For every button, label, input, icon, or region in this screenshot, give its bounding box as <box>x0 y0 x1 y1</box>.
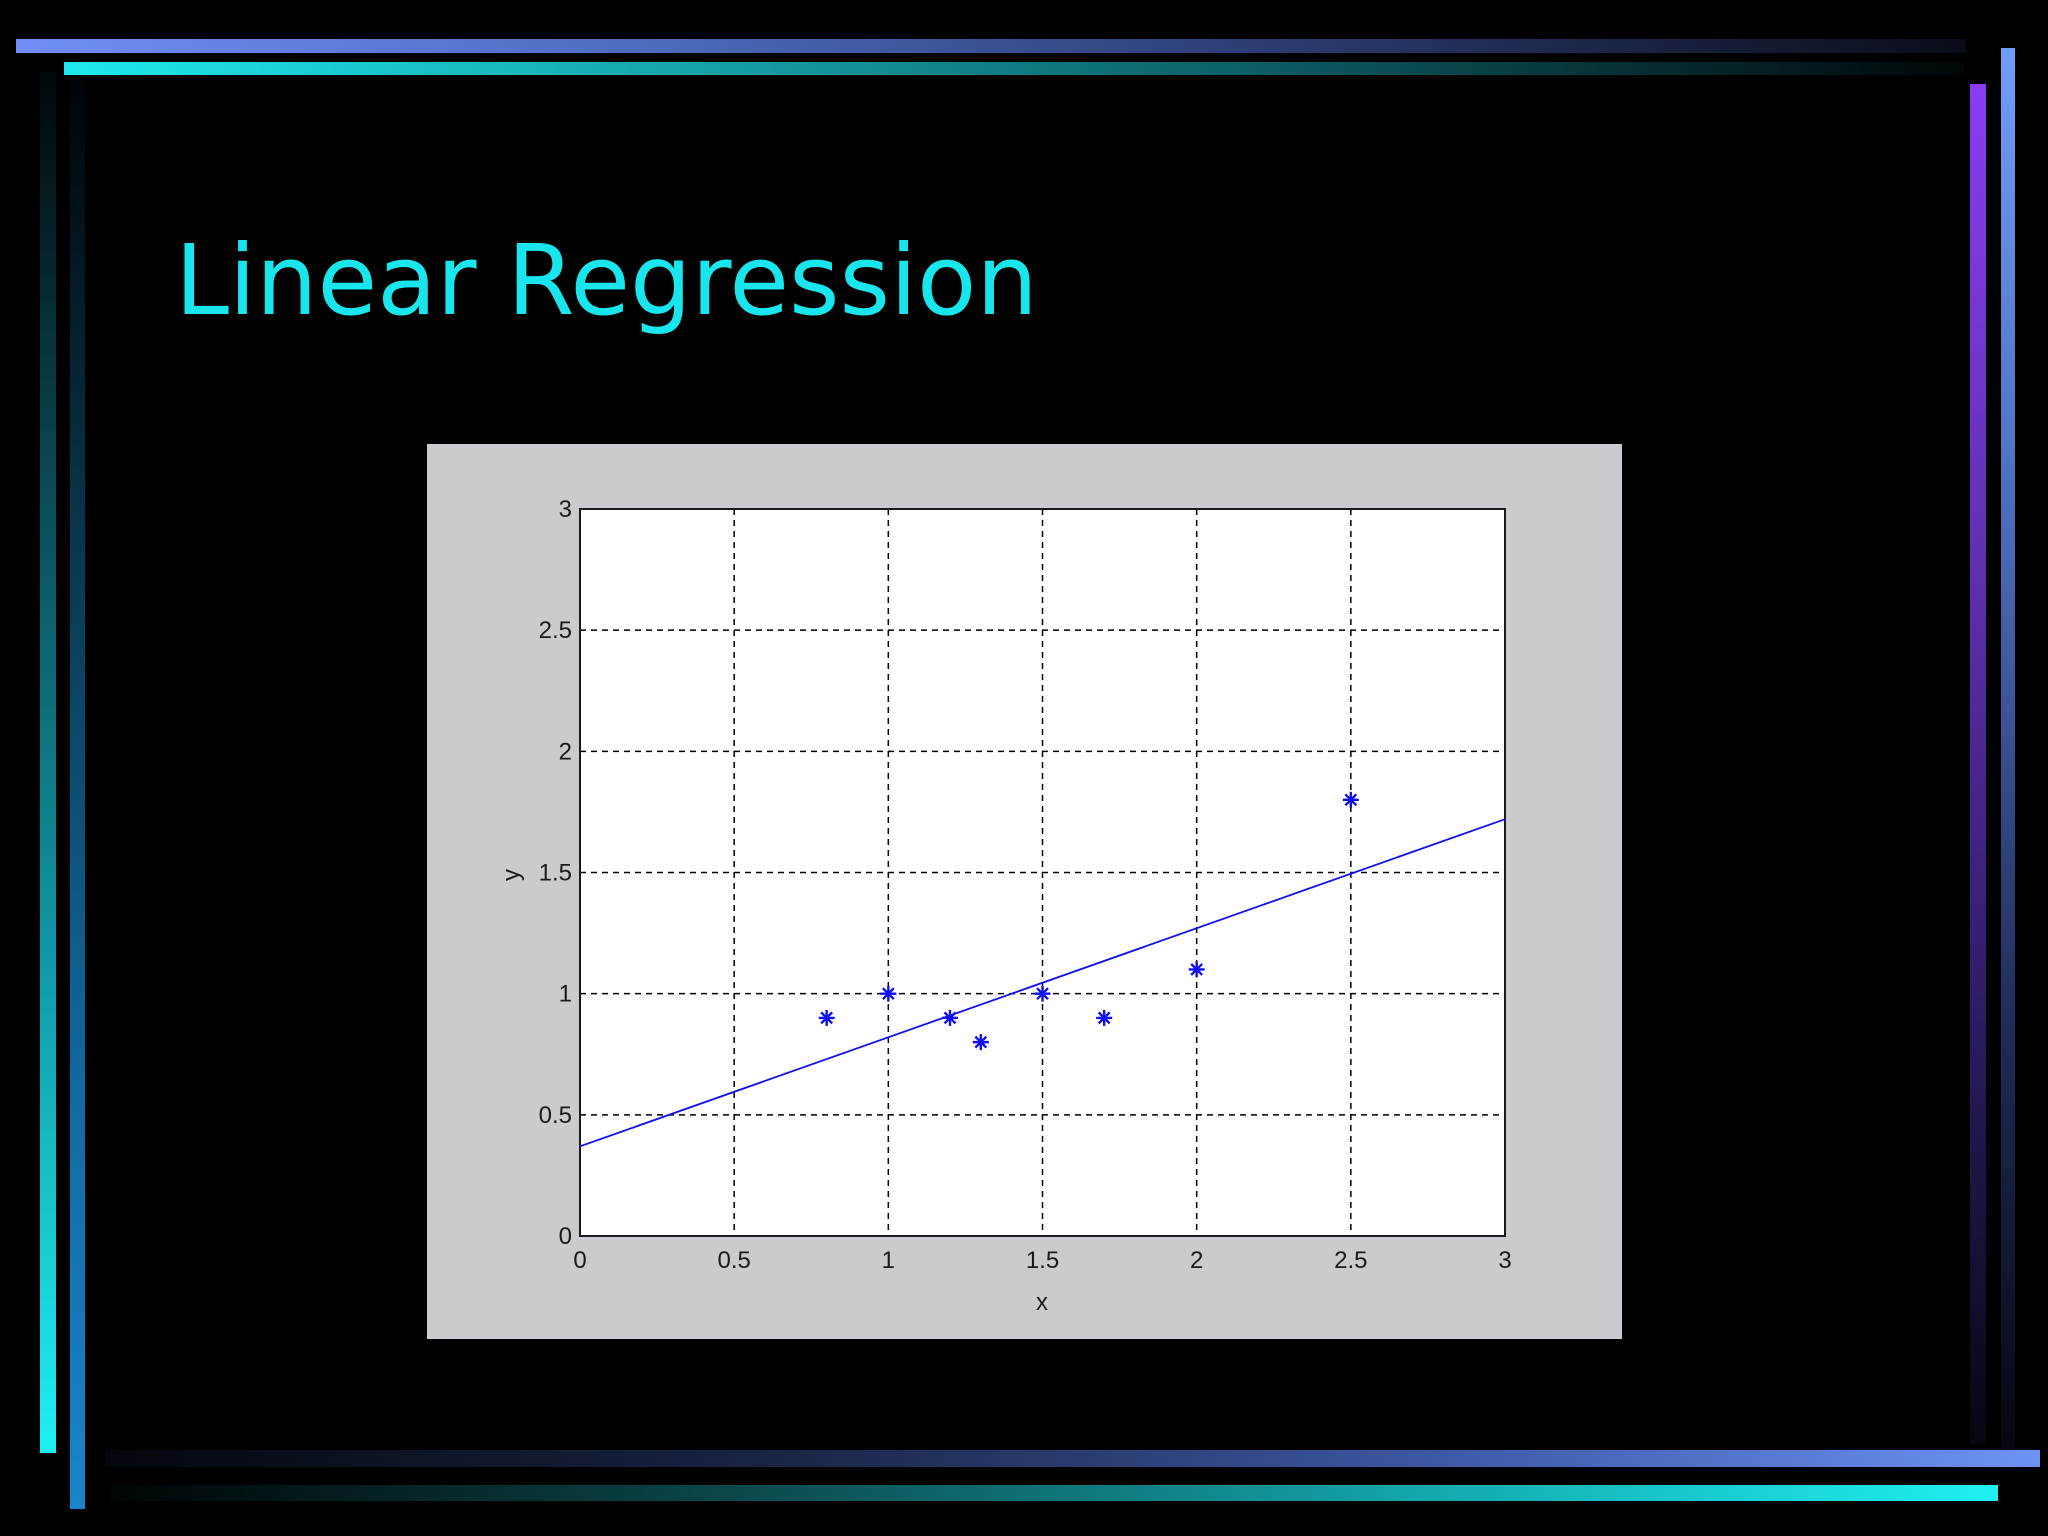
y-tick-label: 1 <box>559 981 572 1008</box>
x-tick-label: 1.5 <box>1026 1247 1059 1274</box>
y-tick-label: 2 <box>559 738 572 765</box>
data-point <box>1034 985 1051 1002</box>
y-tick-label: 1.5 <box>539 860 572 887</box>
x-tick-label: 0 <box>573 1247 586 1274</box>
decorative-bar-right-blue <box>2001 48 2015 1448</box>
x-tick-label: 3 <box>1498 1247 1511 1274</box>
decorative-bar-top-blue <box>16 39 1966 53</box>
data-point <box>1096 1009 1113 1026</box>
decorative-bar-left-cyan <box>40 72 56 1453</box>
scatter-plot: 0 0.5 1 1.5 2 2.5 3 0 0.5 1 1.5 2 2.5 3 x y <box>498 496 1512 1316</box>
plot-frame <box>579 508 1506 1237</box>
data-point <box>942 1009 958 1026</box>
data-point <box>818 1009 835 1026</box>
x-tick-label: 2.5 <box>1334 1247 1367 1274</box>
y-tick-label: 2.5 <box>539 617 572 644</box>
slide-title: Linear Regression <box>175 224 1038 337</box>
y-tick-label: 0.5 <box>539 1102 572 1129</box>
decorative-bar-bottom-blue <box>105 1450 2040 1467</box>
y-tick-label: 0 <box>559 1223 572 1250</box>
x-axis-label: x <box>1036 1289 1048 1316</box>
decorative-bar-left-blue <box>70 80 85 1509</box>
axis-ticks: 0 0.5 1 1.5 2 2.5 3 0 0.5 1 1.5 2 2.5 3 <box>539 496 1512 1274</box>
decorative-bar-right-purple <box>1970 84 1986 1444</box>
chart-figure: 0 0.5 1 1.5 2 2.5 3 0 0.5 1 1.5 2 2.5 3 x y <box>427 444 1622 1339</box>
data-points <box>818 791 1359 1051</box>
x-tick-label: 1 <box>882 1247 895 1274</box>
x-tick-label: 2 <box>1190 1247 1203 1274</box>
data-point <box>1342 791 1359 808</box>
data-point <box>1188 961 1205 978</box>
data-point <box>972 1034 989 1051</box>
data-point <box>880 985 897 1002</box>
grid <box>580 509 1505 1236</box>
decorative-bar-bottom-cyan <box>110 1485 1998 1501</box>
y-axis-label: y <box>498 869 525 881</box>
x-tick-label: 0.5 <box>717 1247 750 1274</box>
y-tick-label: 3 <box>559 496 572 523</box>
decorative-bar-top-cyan <box>64 62 1964 75</box>
fit-line-layer <box>579 818 1506 1148</box>
regression-line <box>579 818 1506 1148</box>
